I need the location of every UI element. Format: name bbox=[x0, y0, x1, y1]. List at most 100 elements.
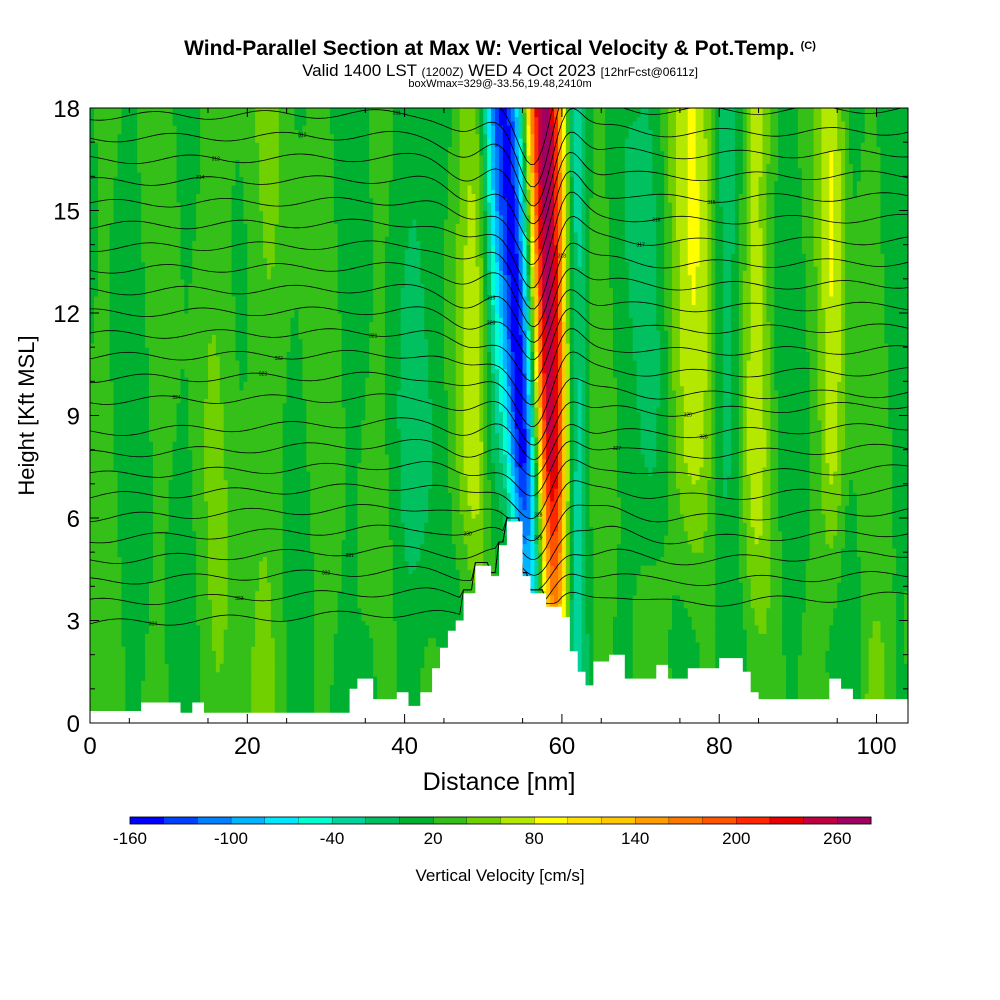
vertical-velocity-cell bbox=[215, 513, 221, 519]
vertical-velocity-cell bbox=[113, 137, 119, 143]
vertical-velocity-cell bbox=[200, 240, 205, 246]
vertical-velocity-cell bbox=[207, 159, 213, 165]
vertical-velocity-cell bbox=[121, 253, 126, 259]
vertical-velocity-cell bbox=[129, 646, 134, 651]
vertical-velocity-cell bbox=[125, 441, 130, 446]
vertical-velocity-cell bbox=[200, 577, 205, 583]
vertical-velocity-cell bbox=[117, 142, 123, 148]
vertical-velocity-cell bbox=[156, 223, 162, 229]
vertical-velocity-cell bbox=[168, 406, 174, 412]
vertical-velocity-cell bbox=[121, 189, 126, 195]
vertical-velocity-cell bbox=[93, 236, 99, 241]
vertical-velocity-cell bbox=[188, 206, 193, 212]
vertical-velocity-cell bbox=[164, 637, 170, 643]
vertical-velocity-cell bbox=[168, 150, 174, 156]
vertical-velocity-cell bbox=[90, 415, 95, 421]
vertical-velocity-cell bbox=[188, 163, 193, 169]
vertical-velocity-cell bbox=[117, 680, 123, 686]
vertical-velocity-cell bbox=[164, 535, 170, 540]
vertical-velocity-cell bbox=[184, 385, 189, 391]
vertical-velocity-cell bbox=[145, 445, 150, 451]
vertical-velocity-cell bbox=[168, 436, 174, 442]
vertical-velocity-cell bbox=[121, 129, 126, 135]
vertical-velocity-cell bbox=[200, 142, 205, 148]
vertical-velocity-cell bbox=[215, 214, 221, 220]
vertical-velocity-cell bbox=[211, 522, 217, 528]
vertical-velocity-cell bbox=[176, 278, 182, 284]
vertical-velocity-cell bbox=[90, 347, 95, 353]
vertical-velocity-cell bbox=[148, 594, 154, 600]
vertical-velocity-cell bbox=[117, 676, 123, 681]
vertical-velocity-cell bbox=[90, 676, 95, 681]
vertical-velocity-cell bbox=[145, 317, 150, 323]
vertical-velocity-cell bbox=[219, 594, 225, 600]
vertical-velocity-cell bbox=[184, 389, 189, 395]
vertical-velocity-cell bbox=[121, 304, 126, 310]
vertical-velocity-cell bbox=[97, 372, 103, 378]
vertical-velocity-cell bbox=[101, 283, 107, 288]
vertical-velocity-cell bbox=[141, 377, 146, 382]
vertical-velocity-cell bbox=[141, 419, 146, 425]
vertical-velocity-cell bbox=[196, 599, 201, 605]
vertical-velocity-cell bbox=[196, 406, 201, 412]
vertical-velocity-cell bbox=[121, 543, 126, 549]
vertical-velocity-cell bbox=[215, 325, 221, 331]
vertical-velocity-cell bbox=[196, 547, 201, 553]
vertical-velocity-cell bbox=[172, 603, 178, 609]
vertical-velocity-cell bbox=[184, 261, 189, 267]
vertical-velocity-cell bbox=[207, 680, 213, 686]
vertical-velocity-cell bbox=[164, 496, 170, 502]
vertical-velocity-cell bbox=[223, 594, 229, 600]
vertical-velocity-cell bbox=[97, 231, 103, 237]
vertical-velocity-cell bbox=[141, 526, 146, 532]
vertical-velocity-cell bbox=[211, 620, 217, 626]
vertical-velocity-cell bbox=[125, 637, 130, 643]
vertical-velocity-cell bbox=[97, 603, 103, 609]
vertical-velocity-cell bbox=[148, 270, 154, 276]
vertical-velocity-cell bbox=[160, 133, 166, 139]
vertical-velocity-cell bbox=[211, 505, 217, 511]
vertical-velocity-cell bbox=[192, 120, 197, 126]
vertical-velocity-cell bbox=[145, 483, 150, 489]
vertical-velocity-cell bbox=[196, 112, 201, 118]
vertical-velocity-cell bbox=[109, 266, 115, 271]
vertical-velocity-cell bbox=[188, 304, 193, 310]
vertical-velocity-cell bbox=[90, 116, 95, 122]
vertical-velocity-cell bbox=[97, 676, 103, 681]
vertical-velocity-cell bbox=[90, 398, 95, 404]
vertical-velocity-cell bbox=[90, 505, 95, 511]
vertical-velocity-cell bbox=[164, 543, 170, 549]
vertical-velocity-cell bbox=[176, 270, 182, 276]
vertical-velocity-cell bbox=[117, 244, 123, 250]
vertical-velocity-cell bbox=[117, 274, 123, 280]
vertical-velocity-cell bbox=[168, 120, 174, 126]
vertical-velocity-cell bbox=[164, 402, 170, 408]
vertical-velocity-cell bbox=[137, 629, 142, 634]
vertical-velocity-cell bbox=[180, 385, 185, 391]
vertical-velocity-cell bbox=[192, 231, 197, 237]
vertical-velocity-cell bbox=[141, 325, 146, 331]
vertical-velocity-cell bbox=[125, 535, 130, 540]
vertical-velocity-cell bbox=[215, 415, 221, 421]
vertical-velocity-cell bbox=[207, 483, 213, 489]
vertical-velocity-cell bbox=[196, 206, 201, 212]
vertical-velocity-cell bbox=[145, 257, 150, 263]
vertical-velocity-cell bbox=[188, 603, 193, 609]
vertical-velocity-cell bbox=[188, 479, 193, 485]
vertical-velocity-cell bbox=[109, 385, 115, 391]
vertical-velocity-cell bbox=[152, 359, 158, 365]
vertical-velocity-cell bbox=[105, 633, 111, 639]
vertical-velocity-cell bbox=[109, 650, 115, 656]
vertical-velocity-cell bbox=[105, 658, 111, 664]
vertical-velocity-cell bbox=[156, 641, 162, 647]
vertical-velocity-cell bbox=[148, 607, 154, 613]
vertical-velocity-cell bbox=[172, 317, 178, 323]
vertical-velocity-cell bbox=[164, 573, 170, 579]
vertical-velocity-cell bbox=[176, 206, 182, 212]
vertical-velocity-cell bbox=[215, 248, 221, 254]
vertical-velocity-cell bbox=[207, 274, 213, 280]
vertical-velocity-cell bbox=[113, 398, 119, 404]
vertical-velocity-cell bbox=[148, 522, 154, 528]
vertical-velocity-cell bbox=[156, 424, 162, 429]
vertical-velocity-cell bbox=[105, 372, 111, 378]
